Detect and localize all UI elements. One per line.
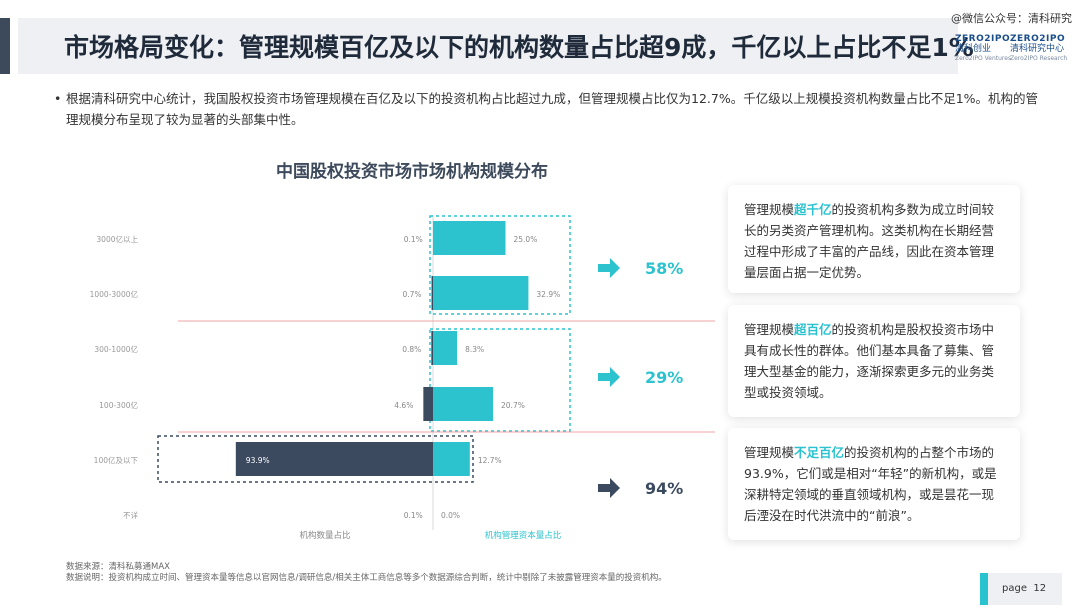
page-number: page 12 <box>1002 583 1046 594</box>
arrow-right-icon <box>598 258 620 278</box>
right-bar <box>433 221 506 255</box>
right-bar <box>433 331 458 365</box>
left-value-label: 4.6% <box>394 401 413 410</box>
summary-bullet: • 根据清科研究中心统计，我国股权投资市场管理规模在百亿及以下的投资机构占比超过… <box>54 88 1046 130</box>
group-share-label: 94% <box>645 479 683 498</box>
card3-post: 的投资机构的占整个市场的93.9%，它们或是相对“年轻”的新机构，或是深耕特定领… <box>744 445 997 523</box>
logo2-bot: Zero2IPO Research <box>1010 55 1068 62</box>
group-share-label: 29% <box>645 368 683 387</box>
source-description: 数据说明：投资机构成立时间、管理资本量等信息以官网信息/调研信息/相关主体工商信… <box>66 573 667 583</box>
right-bar <box>433 276 529 310</box>
left-bar <box>235 442 433 476</box>
right-value-label: 8.3% <box>465 345 484 354</box>
card2-highlight: 超百亿 <box>794 322 832 337</box>
card2-pre: 管理规模 <box>744 322 795 337</box>
card2-post: 的投资机构是股权投资市场中具有成长性的群体。他们基本具备了募集、管理大型基金的能… <box>744 322 995 400</box>
summary-text: 根据清科研究中心统计，我国股权投资市场管理规模在百亿及以下的投资机构占比超过九成… <box>66 91 1039 127</box>
category-label: 100-300亿 <box>99 400 138 410</box>
logo2-top: ZERO2IPO <box>1010 34 1066 44</box>
right-value-label: 0.0% <box>441 511 460 520</box>
group-share-label: 58% <box>645 259 683 278</box>
group-box-middle <box>429 328 571 432</box>
category-label: 100亿及以下 <box>94 455 139 465</box>
card3-pre: 管理规模 <box>744 445 795 460</box>
chart-title: 中国股权投资市场市场机构规模分布 <box>276 162 548 182</box>
left-value-label: 0.1% <box>404 235 423 244</box>
right-value-label: 32.9% <box>536 290 560 299</box>
page-num: 12 <box>1033 583 1047 594</box>
category-label: 1000-3000亿 <box>90 289 139 299</box>
left-bar <box>423 387 433 421</box>
insight-card-over-10b: 管理规模超百亿的投资机构是股权投资市场中具有成长性的群体。他们基本具备了募集、管… <box>728 305 1020 417</box>
legend-left: 机构数量占比 <box>299 530 350 541</box>
legend-right: 机构管理资本量占比 <box>485 530 562 541</box>
arrow-right-icon <box>598 478 620 498</box>
left-value-label: 0.7% <box>402 290 421 299</box>
group-box-bottom <box>157 435 474 483</box>
right-value-label: 25.0% <box>514 235 538 244</box>
category-label: 不详 <box>123 510 138 520</box>
card3-highlight: 不足百亿 <box>794 445 845 460</box>
left-bar <box>431 276 433 310</box>
left-value-label: 0.8% <box>402 345 421 354</box>
left-value-label: 0.1% <box>404 511 423 520</box>
right-value-label: 20.7% <box>501 401 525 410</box>
zero2ipo-research-logo: ZERO2IPO 清科研究中心 Zero2IPO Research <box>1010 34 1067 64</box>
page-accent-bar <box>980 573 988 605</box>
category-label: 300-1000亿 <box>94 344 138 354</box>
right-bar <box>433 387 494 421</box>
right-bar <box>433 442 470 476</box>
zero2ipo-ventures-logo: ZERO2IPO 清科创业 Zero2IPO Ventures <box>955 34 1011 64</box>
left-value-label: 93.9% <box>246 456 270 465</box>
left-bar <box>431 331 433 365</box>
page-title: 市场格局变化：管理规模百亿及以下的机构数量占比超9成，千亿以上占比不足1% <box>64 33 974 62</box>
insight-card-over-100b: 管理规模超千亿的投资机构多数为成立时间较长的另类资产管理机构。这类机构在长期经营… <box>728 185 1020 293</box>
data-source-note: 数据来源：清科私募通MAX 数据说明：投资机构成立时间、管理资本量等信息以官网信… <box>66 562 667 584</box>
card1-post: 的投资机构多数为成立时间较长的另类资产管理机构。这类机构在长期经营过程中形成了丰… <box>744 202 995 280</box>
logo2-mid: 清科研究中心 <box>1010 44 1065 54</box>
logo1-top: ZERO2IPO <box>955 34 1011 44</box>
group-box-top <box>429 215 571 315</box>
title-accent-bar <box>0 18 10 74</box>
source-line: 数据来源：清科私募通MAX <box>66 562 170 572</box>
wechat-watermark: @微信公众号：清科研究 <box>951 12 1072 25</box>
insight-card-under-10b: 管理规模不足百亿的投资机构的占整个市场的93.9%，它们或是相对“年轻”的新机构… <box>728 428 1020 540</box>
bullet-dot-icon: • <box>54 91 62 106</box>
right-value-label: 12.7% <box>478 456 502 465</box>
category-label: 3000亿以上 <box>96 234 138 244</box>
title-band <box>18 18 958 74</box>
card1-highlight: 超千亿 <box>794 202 832 217</box>
logo1-bot: Zero2IPO Ventures <box>955 55 1012 62</box>
card1-pre: 管理规模 <box>744 202 795 217</box>
page-label: page <box>1002 583 1027 594</box>
page-number-box: page 12 <box>980 573 1062 605</box>
arrow-right-icon <box>598 367 620 387</box>
logo1-mid: 清科创业 <box>955 44 992 54</box>
